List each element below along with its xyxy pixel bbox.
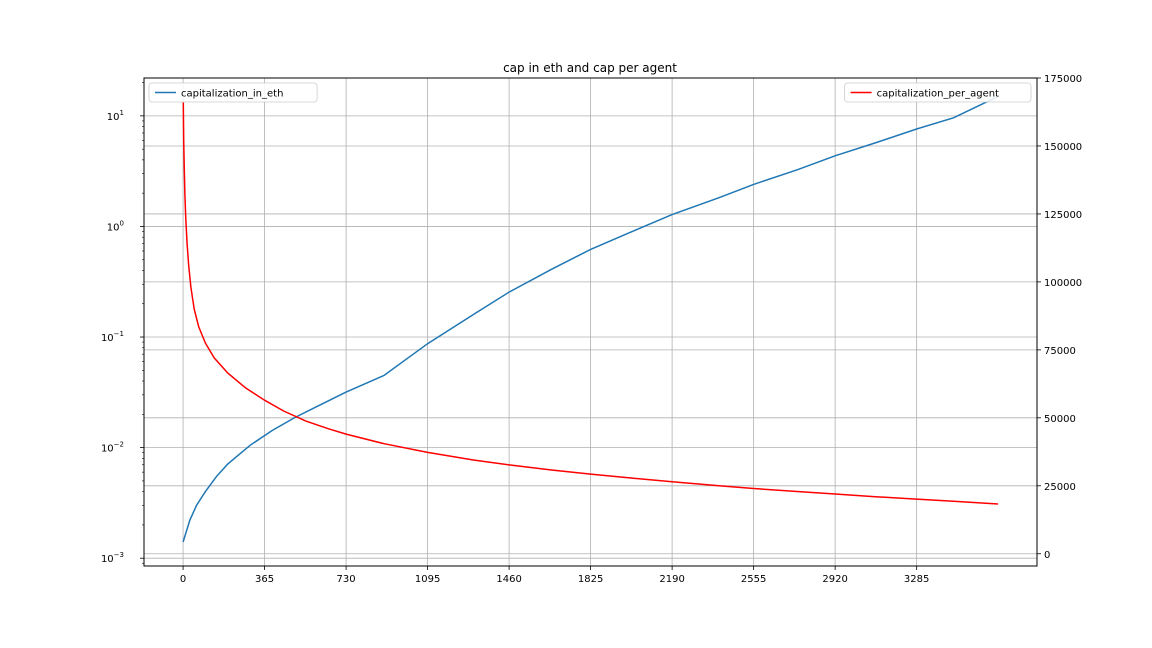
left-tick-label: 10−3 (101, 551, 124, 565)
x-tick-label: 2555 (741, 574, 766, 585)
x-tick-label: 2190 (659, 574, 684, 585)
x-tick-label: 730 (337, 574, 356, 585)
left-axis: 10−3 10−2 10−1 100 101 (101, 82, 144, 565)
x-tick-label: 1460 (496, 574, 521, 585)
legend-label: capitalization_in_eth (181, 89, 283, 100)
right-tick-label: 100000 (1044, 278, 1082, 289)
right-tick-label: 25000 (1044, 482, 1076, 493)
x-tick-label: 1095 (415, 574, 440, 585)
right-tick-label: 50000 (1044, 414, 1076, 425)
x-tick-label: 2920 (822, 574, 847, 585)
legend-box (148, 82, 318, 103)
chart-title: cap in eth and cap per agent (503, 61, 677, 75)
x-tick-label: 1825 (578, 574, 603, 585)
right-tick-label: 175000 (1044, 74, 1082, 85)
left-tick-label: 10−2 (101, 441, 124, 455)
series-line-capitalization_per_agent (182, 102, 999, 505)
series-line-capitalization_in_eth (182, 95, 999, 543)
legend-left: capitalization_in_eth (148, 82, 318, 103)
right-axis: 0 25000 50000 75000 100000 125000 150000 175000 (1037, 74, 1082, 561)
right-tick-label: 0 (1044, 550, 1050, 561)
legend-label: capitalization_per_agent (877, 89, 999, 100)
x-tick-label: 0 (180, 574, 186, 585)
grid-lines (144, 77, 1037, 566)
legend-right: capitalization_per_agent (844, 82, 1032, 103)
left-tick-label: 101 (107, 109, 124, 123)
x-tick-label: 365 (255, 574, 274, 585)
legend-box (844, 82, 1032, 103)
x-axis: 0 365 730 1095 1460 1825 2190 2555 2920 3285 (180, 566, 929, 585)
series-layer (182, 95, 999, 543)
right-tick-label: 150000 (1044, 142, 1082, 153)
left-tick-label: 10−1 (101, 330, 124, 344)
left-tick-label: 100 (107, 219, 124, 233)
right-tick-label: 125000 (1044, 210, 1082, 221)
x-tick-label: 3285 (904, 574, 929, 585)
right-tick-label: 75000 (1044, 346, 1076, 357)
